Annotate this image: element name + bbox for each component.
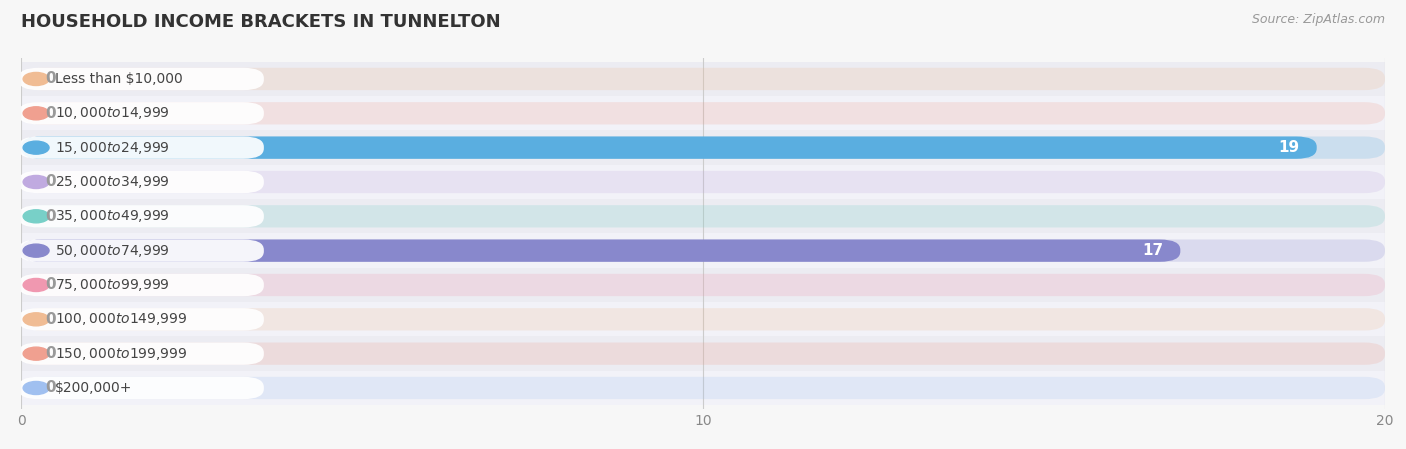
Circle shape [22, 141, 49, 154]
FancyBboxPatch shape [18, 274, 264, 296]
Bar [21, 131, 1385, 165]
Bar [21, 199, 1385, 233]
FancyBboxPatch shape [21, 239, 1385, 262]
Text: $200,000+: $200,000+ [55, 381, 132, 395]
Circle shape [22, 176, 49, 189]
FancyBboxPatch shape [21, 377, 1385, 399]
FancyBboxPatch shape [21, 343, 1385, 365]
Text: 0: 0 [45, 277, 56, 292]
Bar [21, 165, 1385, 199]
FancyBboxPatch shape [18, 308, 264, 330]
Text: $25,000 to $34,999: $25,000 to $34,999 [55, 174, 170, 190]
Text: $75,000 to $99,999: $75,000 to $99,999 [55, 277, 170, 293]
FancyBboxPatch shape [21, 68, 1385, 90]
Circle shape [22, 210, 49, 223]
FancyBboxPatch shape [21, 136, 1317, 159]
Text: 0: 0 [45, 346, 56, 361]
FancyBboxPatch shape [18, 102, 264, 124]
FancyBboxPatch shape [21, 239, 1181, 262]
Circle shape [22, 278, 49, 291]
Text: $150,000 to $199,999: $150,000 to $199,999 [55, 346, 187, 361]
Text: 0: 0 [45, 106, 56, 121]
Circle shape [22, 382, 49, 395]
Text: $50,000 to $74,999: $50,000 to $74,999 [55, 242, 170, 259]
FancyBboxPatch shape [21, 136, 1385, 159]
Bar [21, 336, 1385, 371]
Text: Less than $10,000: Less than $10,000 [55, 72, 183, 86]
Bar [21, 96, 1385, 131]
Text: 0: 0 [45, 209, 56, 224]
FancyBboxPatch shape [18, 136, 264, 159]
Bar [21, 302, 1385, 336]
FancyBboxPatch shape [21, 171, 1385, 193]
FancyBboxPatch shape [18, 205, 264, 228]
Text: 0: 0 [45, 175, 56, 189]
FancyBboxPatch shape [21, 308, 1385, 330]
Text: 0: 0 [45, 312, 56, 327]
Text: $100,000 to $149,999: $100,000 to $149,999 [55, 311, 187, 327]
Bar [21, 62, 1385, 96]
Text: 0: 0 [45, 71, 56, 87]
FancyBboxPatch shape [21, 205, 1385, 228]
FancyBboxPatch shape [18, 239, 264, 262]
Text: 19: 19 [1278, 140, 1299, 155]
Text: 0: 0 [45, 380, 56, 396]
Text: $35,000 to $49,999: $35,000 to $49,999 [55, 208, 170, 224]
FancyBboxPatch shape [21, 274, 1385, 296]
Text: HOUSEHOLD INCOME BRACKETS IN TUNNELTON: HOUSEHOLD INCOME BRACKETS IN TUNNELTON [21, 13, 501, 31]
Circle shape [22, 244, 49, 257]
FancyBboxPatch shape [18, 377, 264, 399]
Text: Source: ZipAtlas.com: Source: ZipAtlas.com [1251, 13, 1385, 26]
Text: $15,000 to $24,999: $15,000 to $24,999 [55, 140, 170, 156]
Bar [21, 233, 1385, 268]
Circle shape [22, 347, 49, 360]
FancyBboxPatch shape [18, 68, 264, 90]
Text: 17: 17 [1142, 243, 1163, 258]
FancyBboxPatch shape [18, 171, 264, 193]
Circle shape [22, 72, 49, 85]
Bar [21, 371, 1385, 405]
Bar [21, 268, 1385, 302]
Circle shape [22, 107, 49, 120]
Text: $10,000 to $14,999: $10,000 to $14,999 [55, 106, 170, 121]
FancyBboxPatch shape [21, 102, 1385, 124]
FancyBboxPatch shape [18, 343, 264, 365]
Circle shape [22, 313, 49, 326]
